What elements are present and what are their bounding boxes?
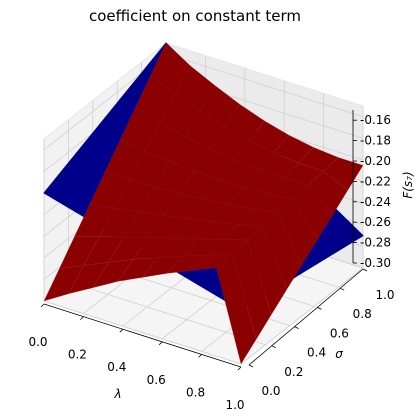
x-tick-label: 0.4 (107, 360, 126, 374)
z-tick-label: -0.24 (360, 195, 391, 209)
y-tick-label: 1.0 (375, 288, 394, 302)
y-tick-label: 0.6 (330, 326, 349, 340)
x-tick-mark (158, 341, 163, 346)
y-tick-label: 0.8 (353, 307, 372, 321)
y-tick-label: 0.2 (284, 365, 303, 379)
y-tick-mark (317, 307, 322, 310)
y-tick-label: 0.0 (261, 384, 280, 398)
chart-title: coefficient on constant term (88, 7, 301, 25)
x-tick-label: 0.6 (147, 373, 166, 387)
x-tick-mark (237, 366, 242, 371)
y-tick-label: 0.4 (307, 346, 326, 360)
z-tick-label: -0.16 (360, 113, 391, 127)
x-tick-mark (198, 354, 202, 358)
x-tick-label: 0.2 (68, 348, 87, 362)
z-tick-label: -0.22 (360, 174, 391, 188)
x-tick-mark (40, 303, 45, 308)
z-tick-label: -0.18 (360, 134, 391, 148)
y-tick-mark (271, 345, 276, 349)
x-tick-mark (80, 316, 84, 320)
x-tick-label: 0.0 (28, 335, 47, 349)
z-tick-label: -0.26 (360, 215, 391, 229)
y-tick-mark (294, 326, 299, 329)
x-axis-label: λ (113, 387, 121, 401)
x-tick-label: 0.8 (186, 385, 205, 399)
y-tick-mark (248, 364, 254, 368)
z-tick-label: -0.30 (360, 256, 391, 270)
y-tick-mark (362, 268, 368, 272)
z-tick-label: -0.28 (360, 236, 391, 250)
z-axis-label: F(s₇) (401, 171, 415, 198)
x-axis-line (43, 303, 242, 368)
x-tick-label: 1.0 (225, 398, 244, 412)
y-tick-mark (340, 287, 345, 291)
x-tick-mark (119, 328, 124, 333)
z-tick-label: -0.20 (360, 154, 391, 168)
y-axis-label: σ (335, 347, 343, 361)
y-axis-line (248, 268, 364, 366)
red-surface-patch (216, 253, 257, 365)
